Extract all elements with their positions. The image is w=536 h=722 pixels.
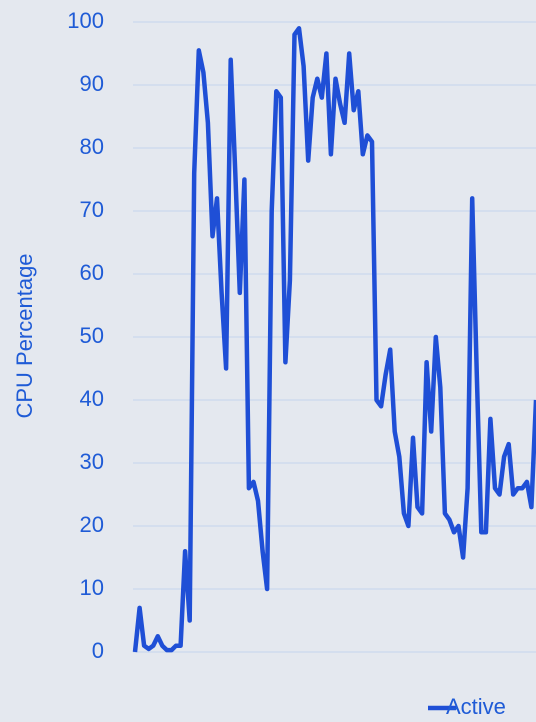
legend-label: Active <box>446 694 506 719</box>
y-tick-label: 10 <box>80 575 104 600</box>
y-tick-label: 0 <box>92 638 104 663</box>
y-tick-label: 30 <box>80 449 104 474</box>
y-tick-label: 20 <box>80 512 104 537</box>
y-tick-label: 100 <box>67 8 104 33</box>
y-tick-label: 50 <box>80 323 104 348</box>
y-tick-label: 80 <box>80 134 104 159</box>
data-line <box>132 26 536 653</box>
y-tick-label: 40 <box>80 386 104 411</box>
y-tick-label: 90 <box>80 71 104 96</box>
y-tick-label: 70 <box>80 197 104 222</box>
y-axis-label: CPU Percentage <box>12 253 37 418</box>
y-tick-label: 60 <box>80 260 104 285</box>
